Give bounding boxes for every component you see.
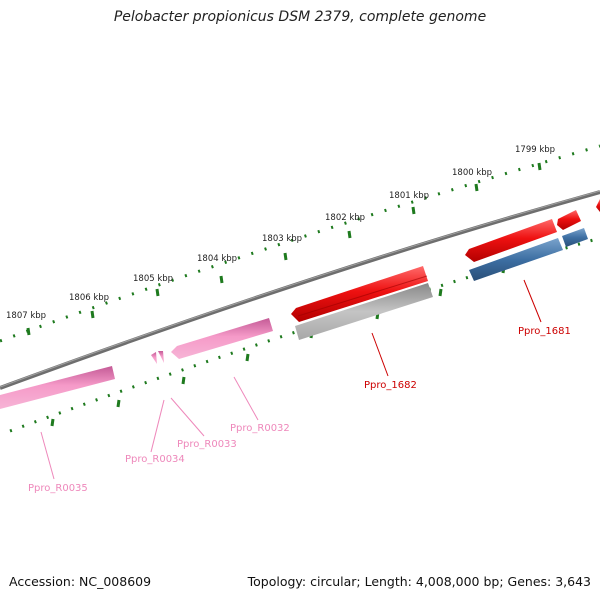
gene-label-ppro-r0035: Ppro_R0035 [28, 483, 88, 494]
gene-feature-ppro-1681[interactable] [469, 238, 563, 281]
gene-label-ppro-1682: Ppro_1682 [364, 380, 417, 391]
label-leader-lines [40, 279, 542, 480]
gene-labels: Ppro_1681 Ppro_1682 Ppro_R0032 Ppro_R003… [28, 326, 571, 494]
gene-feature-ppro-1682[interactable] [295, 283, 433, 340]
gene-label-ppro-1681: Ppro_1681 [518, 326, 571, 337]
ruler-label-1803: 1803 kbp [262, 234, 302, 244]
cds-feature-small[interactable] [557, 210, 581, 230]
ruler-label-1799: 1799 kbp [515, 145, 555, 155]
rna-feature-ppro-r0032[interactable] [171, 318, 273, 359]
ruler-label-1802: 1802 kbp [325, 213, 365, 223]
outer-major-ticks [26, 162, 542, 336]
ruler-label-1804: 1804 kbp [197, 254, 237, 264]
rna-feature-ppro-r0033[interactable] [158, 351, 164, 363]
ruler-label-1807: 1807 kbp [6, 311, 46, 321]
ruler-label-1805: 1805 kbp [133, 274, 173, 284]
gene-feature-far-right[interactable] [562, 228, 588, 247]
genome-title: Pelobacter propionicus DSM 2379, complet… [113, 9, 487, 25]
rna-features [0, 318, 273, 409]
cds-feature-far-right[interactable] [596, 199, 600, 212]
ruler-label-1800: 1800 kbp [452, 168, 492, 178]
ruler-label-1801: 1801 kbp [389, 191, 429, 201]
ruler-labels: 1799 kbp 1800 kbp 1801 kbp 1802 kbp 1803… [6, 145, 555, 321]
gene-label-ppro-r0033: Ppro_R0033 [177, 439, 237, 450]
genome-summary-text: Topology: circular; Length: 4,008,000 bp… [247, 574, 591, 589]
ruler-label-1806: 1806 kbp [69, 293, 109, 303]
cds-feature-ppro-1681[interactable] [465, 219, 557, 262]
rna-feature-ppro-r0035[interactable] [0, 366, 115, 409]
gene-label-ppro-r0032: Ppro_R0032 [230, 423, 290, 434]
genome-backbone [0, 190, 600, 390]
gene-label-ppro-r0034: Ppro_R0034 [125, 454, 185, 465]
rna-feature-ppro-r0034[interactable] [151, 352, 157, 364]
gene-features [295, 228, 588, 340]
accession-text: Accession: NC_008609 [9, 574, 152, 589]
cds-features [291, 199, 600, 322]
genome-backbone-highlight [0, 190, 600, 388]
